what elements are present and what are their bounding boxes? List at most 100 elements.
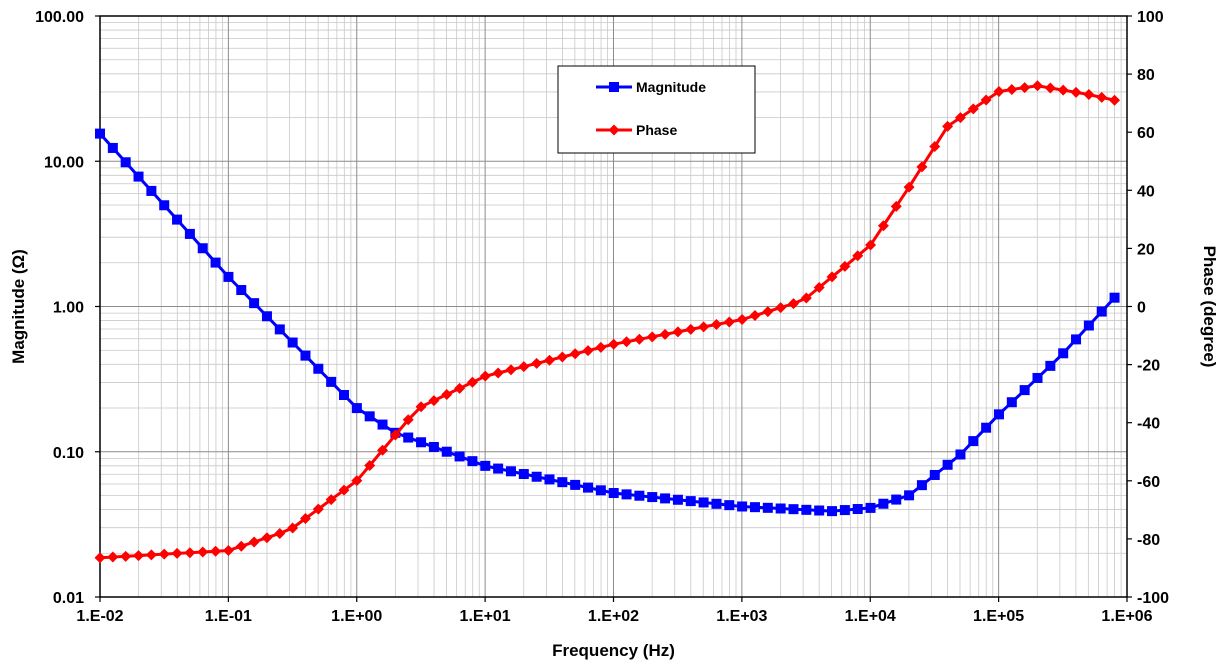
phase-point [531,357,543,369]
right-axis-ticks: -100 -80 -60 -40 -20 0 20 40 60 80 100 [1127,9,1169,607]
phase-point [389,429,401,441]
phase-point [787,298,799,310]
phase-point [736,313,748,325]
phase-point [287,522,299,534]
phase-point [299,513,311,525]
x-tick-label: 1.E+04 [845,608,896,625]
magnitude-point [698,497,709,508]
magnitude-point [339,390,350,401]
right-tick-label: -80 [1137,532,1160,549]
magnitude-point [1083,320,1094,331]
magnitude-point [839,505,850,516]
phase-point [351,475,363,487]
magnitude-point [647,492,658,503]
magnitude-point [801,504,812,515]
phase-point [826,271,838,283]
phase-point [659,328,671,340]
phase-point [1070,86,1082,98]
phase-point [903,181,915,193]
series-layer [94,80,1121,564]
legend-label-magnitude: Magnitude [636,79,706,95]
x-tick-label: 1.E-01 [205,608,252,625]
magnitude-point [107,142,118,153]
magnitude-point [672,494,683,505]
magnitude-point [287,337,298,348]
phase-point [454,382,466,394]
phase-point [865,239,877,251]
phase-point [492,367,504,379]
magnitude-point [120,157,131,168]
magnitude-point [1109,292,1120,303]
left-tick-label: 1.00 [53,300,84,317]
magnitude-point [223,271,234,282]
magnitude-point [95,128,105,139]
phase-point [852,250,864,262]
phase-point [556,351,568,363]
phase-point [1019,82,1031,94]
magnitude-point [814,505,825,516]
phase-point [261,532,273,544]
phase-point [569,348,581,360]
magnitude-point [313,363,324,374]
right-tick-label: 20 [1137,241,1155,258]
magnitude-point [518,469,529,480]
magnitude-point [300,350,311,361]
phase-point [723,316,735,328]
magnitude-point [467,456,478,467]
magnitude-point [634,490,645,501]
magnitude-point [544,474,555,485]
magnitude-point [993,409,1004,420]
phase-point [1057,84,1069,96]
magnitude-point [685,496,696,507]
magnitude-point [172,214,183,225]
x-axis-title: Frequency (Hz) [552,641,675,660]
magnitude-point [608,488,619,499]
magnitude-point [274,324,285,335]
phase-point [145,549,157,561]
phase-point [916,161,928,173]
phase-point [685,323,697,335]
magnitude-point [724,500,735,511]
phase-point [133,550,145,562]
phase-point [877,220,889,232]
magnitude-point [197,243,208,254]
phase-point [1006,84,1018,96]
right-tick-label: -20 [1137,358,1160,375]
phase-point [197,546,209,558]
phase-point [672,326,684,338]
phase-point [698,321,710,333]
phase-point [929,141,941,153]
phase-point [364,459,376,471]
right-tick-label: -100 [1137,590,1169,607]
phase-point [466,376,478,388]
magnitude-point [660,493,671,504]
magnitude-point [749,502,760,513]
magnitude-point [184,228,195,239]
phase-point [248,536,260,548]
x-tick-label: 1.E+01 [460,608,511,625]
magnitude-point [583,482,594,493]
right-y-axis-title: Phase (degree) [1200,246,1216,368]
magnitude-point [827,506,838,517]
x-tick-label: 1.E+00 [331,608,382,625]
phase-point [222,545,234,557]
phase-point [749,310,761,322]
phase-point [94,552,106,564]
left-tick-label: 0.01 [53,590,84,607]
phase-point [377,444,389,456]
phase-point [338,484,350,496]
right-tick-label: 100 [1137,9,1164,26]
magnitude-point [891,494,902,505]
magnitude-point [210,257,221,268]
magnitude-point [403,432,414,443]
phase-point [428,395,440,407]
magnitude-point [904,490,915,501]
phase-point [890,200,902,212]
phase-point [415,401,427,413]
phase-point [235,540,247,552]
legend-label-phase: Phase [636,122,677,138]
series-phase [94,80,1121,564]
magnitude-point [377,419,388,430]
series-magnitude [95,128,1120,517]
phase-point [646,331,658,343]
